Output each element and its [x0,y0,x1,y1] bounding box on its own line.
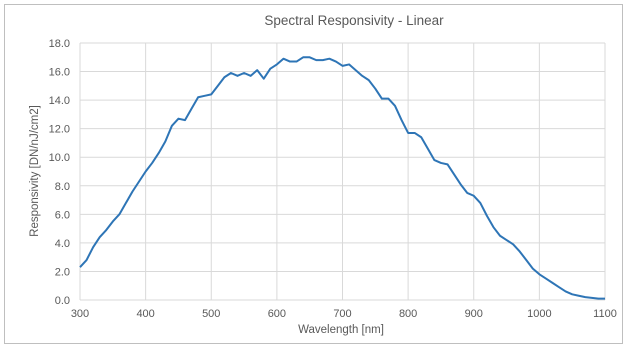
x-tick-label: 900 [465,308,483,320]
x-tick-label: 400 [136,308,154,320]
y-tick-labels: 0.0 2.0 4.0 6.0 8.0 10.0 12.0 14.0 16.0 18.0 [49,38,70,307]
series-line-responsivity [79,56,605,300]
y-tick-label: 4.0 [55,238,70,250]
y-tick-label: 2.0 [55,266,70,278]
y-tick-label: 8.0 [55,181,70,193]
y-tick-label: 6.0 [55,209,70,221]
y-tick-label: 14.0 [49,95,70,107]
y-tick-label: 18.0 [49,38,70,50]
x-axis-label: Wavelength [nm] [298,324,384,336]
y-tick-label: 0.0 [55,295,70,307]
x-tick-label: 800 [399,308,417,320]
grid-lines [79,42,606,301]
chart-title: Spectral Responsivity - Linear [264,13,444,28]
y-tick-label: 10.0 [49,152,70,164]
x-tick-labels: 300 400 500 600 700 800 900 1000 1100 [71,308,617,320]
x-tick-label: 700 [333,308,351,320]
chart-frame [4,4,623,344]
y-tick-label: 16.0 [49,67,70,79]
x-tick-label: 1000 [527,308,551,320]
x-tick-label: 500 [202,308,220,320]
y-axis-label: Responsivity [DN/nJ/cm2] [29,105,41,237]
y-tick-label: 12.0 [49,124,70,136]
x-tick-label: 1100 [593,308,617,320]
x-tick-label: 300 [71,308,89,320]
x-tick-label: 600 [268,308,286,320]
